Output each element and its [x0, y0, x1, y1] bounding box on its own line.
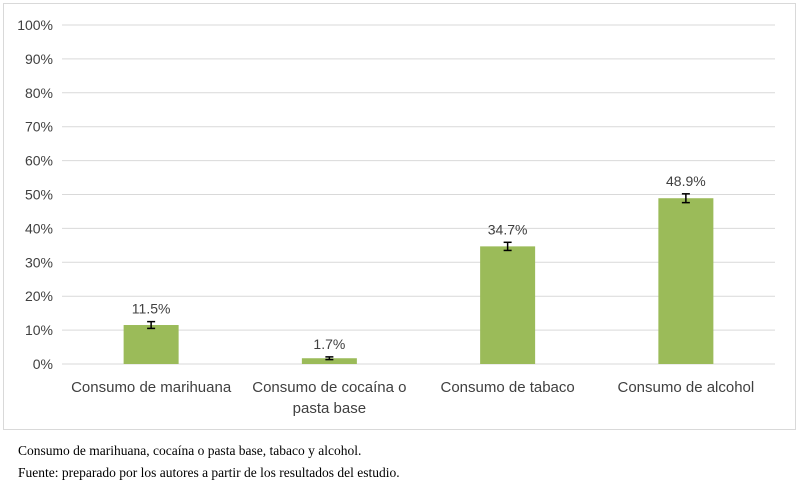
- bar: [301, 358, 357, 364]
- y-tick-label: 30%: [25, 254, 53, 270]
- y-tick-label: 0%: [33, 356, 53, 372]
- y-tick-label: 90%: [25, 51, 53, 67]
- y-tick-label: 40%: [25, 220, 53, 236]
- y-tick-label: 60%: [25, 153, 53, 169]
- bar: [480, 246, 536, 364]
- bar: [658, 198, 714, 364]
- data-label: 1.7%: [313, 336, 345, 352]
- x-tick-label: Consumo de alcohol: [617, 379, 754, 396]
- data-label: 48.9%: [666, 173, 706, 189]
- y-tick-label: 10%: [25, 322, 53, 338]
- y-tick-label: 80%: [25, 85, 53, 101]
- data-label: 11.5%: [132, 301, 171, 317]
- x-tick-label: pasta base: [293, 400, 366, 417]
- y-tick-label: 20%: [25, 288, 53, 304]
- y-tick-label: 50%: [25, 187, 53, 203]
- x-tick-label: Consumo de marihuana: [71, 379, 232, 396]
- figure-source: Fuente: preparado por los autores a part…: [18, 465, 400, 480]
- y-tick-label: 70%: [25, 119, 53, 135]
- bar: [123, 325, 179, 364]
- bar-chart: 0% 10% 20% 30% 40% 50% 60% 70% 80% 90% 100% 11.5% Co…: [17, 17, 775, 417]
- x-tick-label: Consumo de tabaco: [440, 379, 574, 396]
- data-label: 34.7%: [488, 221, 528, 237]
- y-tick-label: 100%: [17, 17, 53, 33]
- figure-caption: Consumo de marihuana, cocaína o pasta ba…: [18, 443, 362, 458]
- x-tick-label: Consumo de cocaína o: [252, 379, 406, 396]
